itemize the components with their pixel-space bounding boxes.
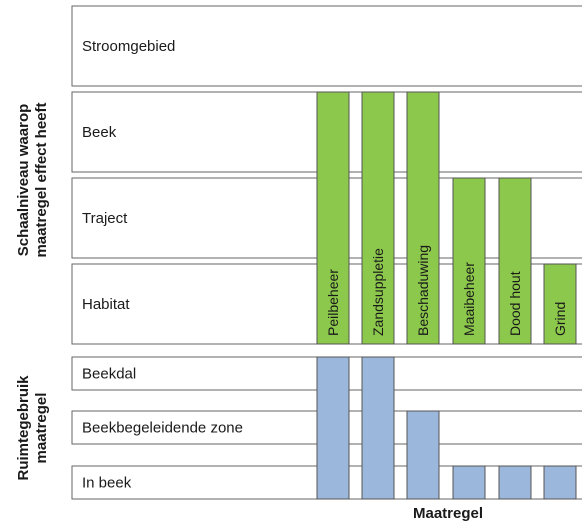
space-row-label-beekbegeleidende-zone: Beekbegeleidende zone	[82, 420, 243, 437]
bar-label-grind: Grind	[552, 302, 568, 336]
scale-bar-beschaduwing	[406, 91, 440, 345]
scale-axis-title-line2: maatregel effect heeft	[33, 102, 50, 257]
scale-bar-zandsuppletie	[361, 91, 395, 345]
x-axis-title: Maatregel	[413, 505, 483, 522]
scale-row-label-habitat: Habitat	[82, 296, 130, 313]
space-axis-title-line2: maatregel	[33, 393, 50, 464]
space-row-label-beekdal: Beekdal	[82, 366, 136, 383]
space-bar-beschaduwing	[406, 410, 440, 500]
space-bar-zandsuppletie	[361, 356, 395, 500]
bar-label-peilbeheer: Peilbeheer	[325, 269, 341, 336]
scale-row-stroomgebied	[71, 5, 582, 87]
space-bar-maaibeheer	[452, 465, 486, 500]
space-axis-title-line1: Ruimtegebruik	[15, 375, 32, 481]
space-bars	[316, 356, 577, 500]
bar-label-beschaduwing: Beschaduwing	[415, 245, 431, 336]
space-bar-peilbeheer	[316, 356, 350, 500]
bar-label-maaibeheer: Maaibeheer	[461, 262, 477, 336]
scale-bar-grind	[543, 263, 577, 345]
scale-row-label-stroomgebied: Stroomgebied	[82, 38, 175, 55]
scale-bar-maaibeheer	[452, 177, 486, 345]
bar-label-zandsuppletie: Zandsuppletie	[370, 248, 386, 336]
scale-bar-peilbeheer	[316, 91, 350, 345]
space-bar-dood-hout	[498, 465, 532, 500]
space-bar-grind	[543, 465, 577, 500]
scale-row-label-beek: Beek	[82, 124, 117, 141]
space-row-label-in-beek: In beek	[82, 475, 132, 492]
bar-label-dood-hout: Dood hout	[507, 271, 523, 336]
scale-bar-dood-hout	[498, 177, 532, 345]
scale-row-label-traject: Traject	[82, 210, 128, 227]
scale-bars: Peilbeheer Zandsuppletie Beschaduwing Maaib…	[316, 91, 577, 345]
scale-axis-title-line1: Schaalniveau waarop	[15, 104, 32, 257]
